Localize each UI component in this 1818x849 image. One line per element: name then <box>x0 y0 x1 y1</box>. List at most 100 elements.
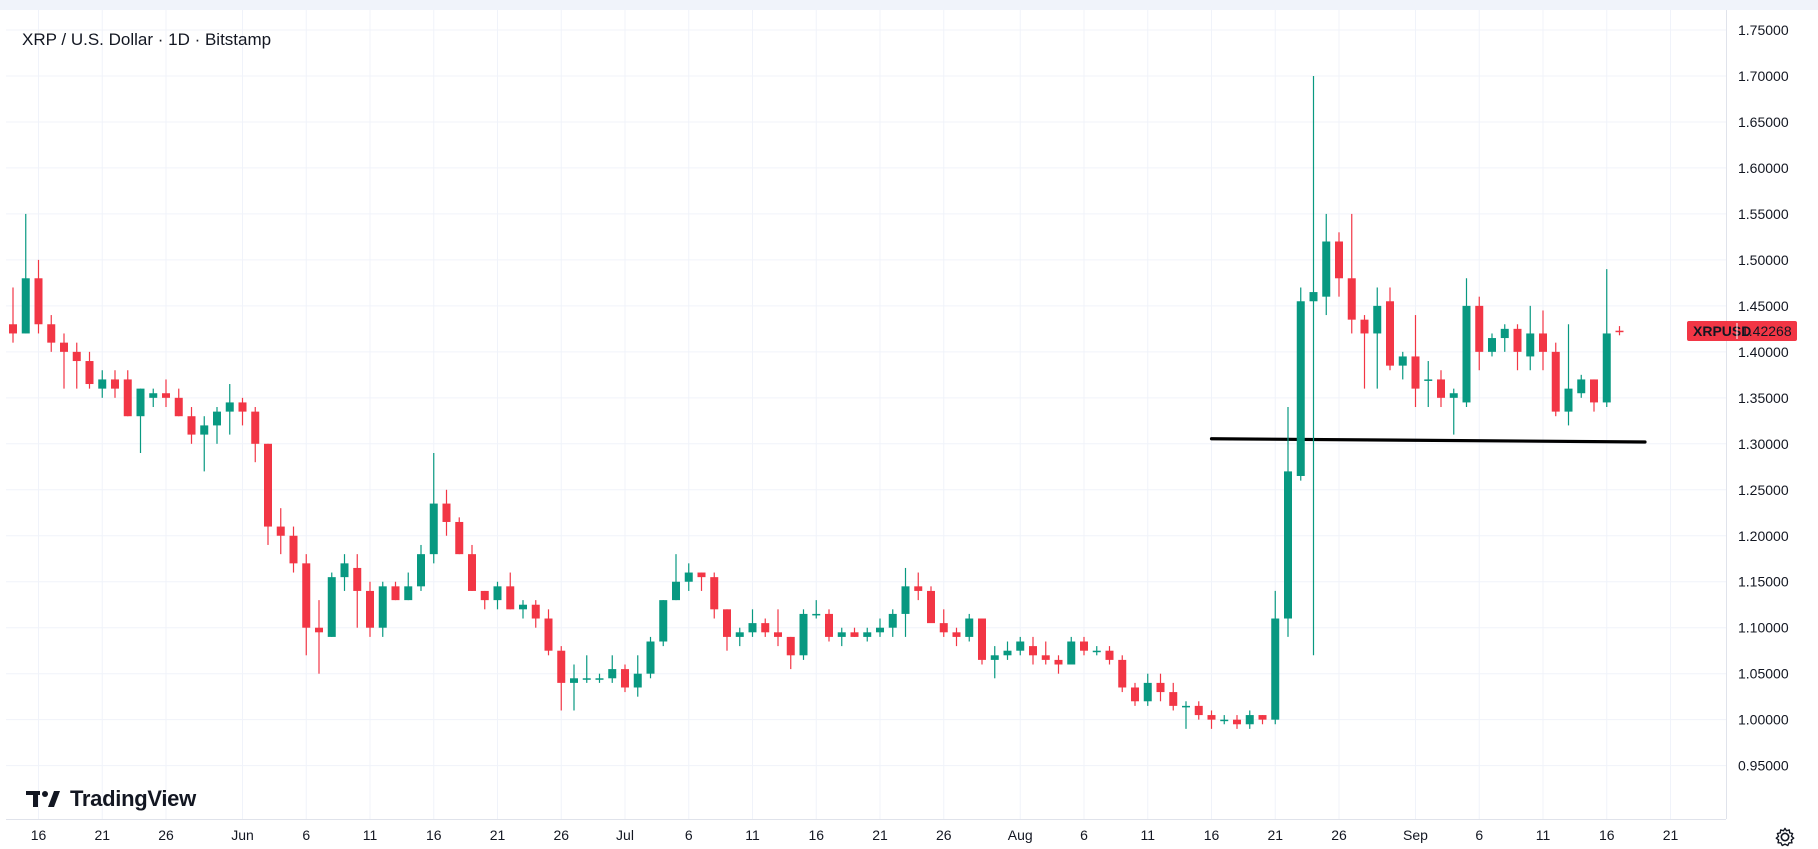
candle-up <box>149 388 158 408</box>
candle-up <box>1003 641 1012 660</box>
y-tick-label: 1.15000 <box>1738 574 1789 590</box>
candle-body <box>238 402 247 412</box>
y-tick-label: 0.95000 <box>1738 758 1789 774</box>
candle-body <box>1437 379 1445 398</box>
candle-down <box>480 590 489 610</box>
candle-down <box>1411 315 1420 408</box>
candle-up <box>863 627 872 642</box>
candle-down <box>1386 287 1394 371</box>
candle-up <box>340 554 349 591</box>
candle-body <box>927 590 935 624</box>
candle-body <box>1245 715 1254 725</box>
candle-down <box>442 489 451 536</box>
candle-down <box>162 379 170 408</box>
candle-up <box>672 554 680 601</box>
candle-body <box>506 586 515 610</box>
price-axis[interactable]: 0.95000 1.00000 1.05000 1.10000 1.15000 1.200… <box>1726 10 1789 819</box>
candle-up <box>888 609 897 637</box>
x-tick-label: 6 <box>1475 827 1483 843</box>
candle-body <box>710 577 719 610</box>
candle-down <box>455 517 464 555</box>
x-tick-label: 21 <box>94 827 110 843</box>
candle-down <box>1258 715 1267 725</box>
candle-up <box>646 636 655 679</box>
candle-up <box>1564 324 1573 426</box>
candle-body <box>213 411 221 426</box>
candle-body <box>72 351 81 362</box>
candle-body <box>888 613 897 628</box>
candle-body <box>531 604 540 619</box>
candle-down <box>557 646 566 711</box>
candlestick-chart[interactable]: 0.95000 1.00000 1.05000 1.10000 1.15000 1.200… <box>6 10 1812 843</box>
candle-body <box>1054 659 1063 665</box>
chart-pane[interactable]: 0.95000 1.00000 1.05000 1.10000 1.15000 1.200… <box>6 10 1812 847</box>
candle-body <box>1003 650 1012 656</box>
candle-body <box>1602 333 1611 403</box>
candle-up <box>1602 269 1611 408</box>
candle-body <box>939 623 948 633</box>
x-tick-label: 16 <box>1599 827 1615 843</box>
candle-body <box>761 623 770 633</box>
candle-up <box>378 581 387 637</box>
candle-up <box>748 609 757 637</box>
candle-up <box>327 572 336 637</box>
candle-body <box>1513 328 1522 352</box>
x-tick-label: 21 <box>1663 827 1679 843</box>
candle-body <box>519 604 527 610</box>
candle-body <box>111 379 119 389</box>
candle-down <box>723 609 731 651</box>
candle-down <box>315 600 323 674</box>
y-tick-label: 1.00000 <box>1738 712 1789 728</box>
candle-down <box>353 554 362 628</box>
candle-up <box>213 407 221 444</box>
candle-body <box>1590 379 1598 403</box>
candle-up <box>735 627 744 647</box>
candle-up <box>1016 636 1025 656</box>
candle-body <box>225 402 234 412</box>
candle-body <box>1386 301 1394 366</box>
time-axis[interactable]: 16 21 26 Jun 6 11 16 21 26 Jul 6 11 16 21 26 Aug 6 11 16 21… <box>6 819 1726 844</box>
candle-body <box>1041 655 1050 660</box>
candle-body <box>825 613 833 637</box>
candle-up <box>1309 75 1318 656</box>
candle-body <box>366 590 374 628</box>
candle-up <box>799 609 808 660</box>
candle-down <box>1233 715 1241 729</box>
candle-up <box>417 544 425 591</box>
candle-up <box>812 600 821 619</box>
candle-down <box>774 609 782 647</box>
candle-up <box>684 563 693 591</box>
x-tick-label: 26 <box>553 827 569 843</box>
y-tick-label: 1.65000 <box>1738 114 1789 130</box>
candle-down <box>1207 710 1216 729</box>
candle-body <box>302 563 311 628</box>
candle-body <box>162 393 170 398</box>
x-tick-label: 11 <box>363 827 378 843</box>
candle-down <box>34 259 43 334</box>
candle-down <box>264 443 272 545</box>
candle-down <box>952 627 961 647</box>
candle-body <box>1220 719 1229 722</box>
x-tick-label: 21 <box>1267 827 1283 843</box>
candle-body <box>47 324 56 343</box>
y-tick-label: 1.20000 <box>1738 528 1789 544</box>
candle-body <box>85 361 94 385</box>
candle-body <box>1029 646 1037 656</box>
candle-body <box>557 650 566 683</box>
candle-body <box>544 618 553 651</box>
gear-icon[interactable] <box>1774 826 1796 848</box>
candle-body <box>684 572 693 582</box>
candle-down <box>710 572 719 619</box>
candle-down <box>187 407 196 444</box>
candle-body <box>1309 292 1318 302</box>
candle-body <box>34 278 43 325</box>
candle-body <box>1347 278 1356 320</box>
tradingview-logo[interactable]: TradingView <box>26 786 196 812</box>
candle-body <box>1500 328 1509 339</box>
candle-up <box>1284 407 1292 637</box>
candle-up <box>1322 213 1331 316</box>
y-tick-label: 1.70000 <box>1738 68 1789 84</box>
support-trendline[interactable] <box>1209 437 1647 444</box>
candle-down <box>1054 655 1063 674</box>
candle-body <box>404 586 413 601</box>
